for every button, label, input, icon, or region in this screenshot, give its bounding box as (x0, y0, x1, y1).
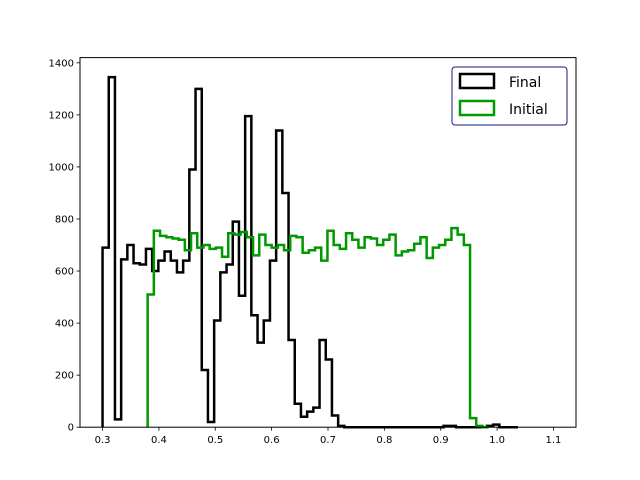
legend-label-final: Final (509, 75, 541, 91)
y-tick-label: 200 (55, 371, 74, 382)
series-initial-step (146, 226, 489, 429)
x-tick-label: 0.6 (264, 435, 280, 446)
series-final-step (101, 75, 518, 429)
legend: Final Initial (451, 66, 568, 126)
x-tick-label: 0.7 (320, 435, 336, 446)
y-tick-label: 1000 (49, 162, 74, 173)
x-axis: 0.3 0.4 0.5 0.6 0.7 0.8 0.9 1.0 1.1 (95, 427, 562, 446)
x-tick-label: 0.5 (207, 435, 223, 446)
x-tick-label: 0.8 (376, 435, 392, 446)
y-tick-label: 1400 (49, 58, 74, 69)
y-tick-label: 600 (55, 267, 74, 278)
x-tick-label: 1.1 (546, 435, 562, 446)
legend-swatch-final (458, 72, 496, 90)
legend-label-initial: Initial (509, 102, 548, 118)
y-tick-label: 800 (55, 214, 74, 225)
x-tick-label: 1.0 (489, 435, 505, 446)
y-tick-label: 0 (68, 423, 74, 434)
legend-swatch-initial (458, 99, 496, 117)
y-tick-label: 400 (55, 319, 74, 330)
legend-box (451, 66, 568, 126)
y-tick-label: 1200 (49, 110, 74, 121)
y-axis: 0 200 400 600 800 1000 1200 1400 (49, 58, 80, 434)
x-tick-label: 0.4 (151, 435, 167, 446)
series-layer (101, 75, 518, 429)
x-tick-label: 0.3 (95, 435, 111, 446)
x-tick-label: 0.9 (433, 435, 449, 446)
